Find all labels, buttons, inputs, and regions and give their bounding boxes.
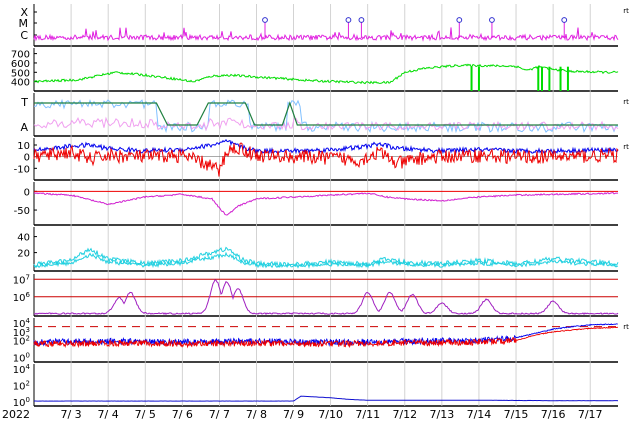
x-tick-label: 7/ 7: [209, 408, 230, 421]
imf-tick: 10: [17, 141, 30, 152]
flare-class-label: X: [20, 6, 28, 19]
electron-tick: 107: [13, 273, 30, 286]
wind-speed-line: [33, 63, 619, 85]
x-tick-label: 7/13: [430, 408, 455, 421]
dst-tick: 0: [24, 187, 30, 198]
panel-frames: [33, 4, 618, 407]
neutron-tick: 104: [13, 363, 31, 376]
sector-step-line: [34, 101, 618, 126]
wind-speed-tick: 400: [11, 78, 30, 89]
neutron-tick: 102: [13, 379, 30, 392]
flare-marker: [456, 17, 463, 23]
dst-tick: -50: [14, 206, 30, 217]
flare-marker: [345, 17, 352, 23]
x-tick-label: 7/ 9: [283, 408, 304, 421]
x-tick-label: 7/ 8: [246, 408, 267, 421]
x-tick-label: 7/ 3: [60, 408, 81, 421]
x-tick-label: 7/16: [541, 408, 566, 421]
axis-labels: 7/ 3 7/ 4 7/ 5 7/ 6 7/ 7 7/ 8 7/ 9 7/10 7/11 7/12…: [11, 6, 629, 421]
imf-tick: 0: [24, 153, 30, 164]
data-series: [33, 17, 619, 402]
imf-bz-line: [33, 142, 619, 177]
electron-flux-line: [33, 279, 619, 315]
index-line-b: [33, 251, 619, 269]
index-tick: 40: [17, 233, 30, 244]
wind-speed-tick: 500: [11, 68, 30, 79]
x-tick-label: 7/11: [355, 408, 380, 421]
index-tick: 20: [17, 249, 30, 260]
sector-label-t: T: [20, 96, 28, 109]
neutron-line: [33, 395, 619, 402]
proton-flux-line-low: [33, 326, 619, 349]
sector-toward-line: [34, 98, 619, 134]
x-tick-label: 7/10: [318, 408, 343, 421]
x-tick-label: 7/ 6: [172, 408, 193, 421]
x-tick-label: 7/14: [467, 408, 492, 421]
grid-lines: [34, 4, 618, 406]
wind-speed-tick: 600: [11, 59, 30, 70]
sector-label-a: A: [20, 121, 28, 134]
x-tick-label: 7/17: [578, 408, 603, 421]
wind-speed-tick: 700: [11, 50, 30, 61]
x-tick-label: 7/15: [504, 408, 529, 421]
sector-away-line: [33, 116, 619, 132]
flare-class-label: C: [20, 29, 28, 42]
panel-right-mark: rt: [623, 7, 629, 15]
electron-tick: 106: [13, 291, 31, 304]
flare-xray-line: [33, 27, 619, 42]
year-label: 2022: [2, 408, 30, 421]
flare-class-label: M: [19, 17, 29, 30]
dst-line: [33, 191, 619, 216]
flare-marker: [561, 17, 568, 23]
panel-right-mark: rt: [623, 323, 629, 331]
neutron-tick: 100: [13, 396, 30, 409]
flare-marker: [489, 17, 495, 23]
x-tick-label: 7/ 4: [98, 408, 119, 421]
x-tick-label: 7/ 5: [135, 408, 156, 421]
flare-marker: [358, 17, 365, 23]
imf-bt-line: [33, 138, 619, 155]
panel-right-mark: rt: [623, 98, 629, 106]
flare-marker: [262, 17, 268, 23]
x-tick-label: 7/12: [392, 408, 417, 421]
imf-tick: -10: [14, 164, 30, 175]
panel-right-mark: rt: [623, 143, 629, 151]
